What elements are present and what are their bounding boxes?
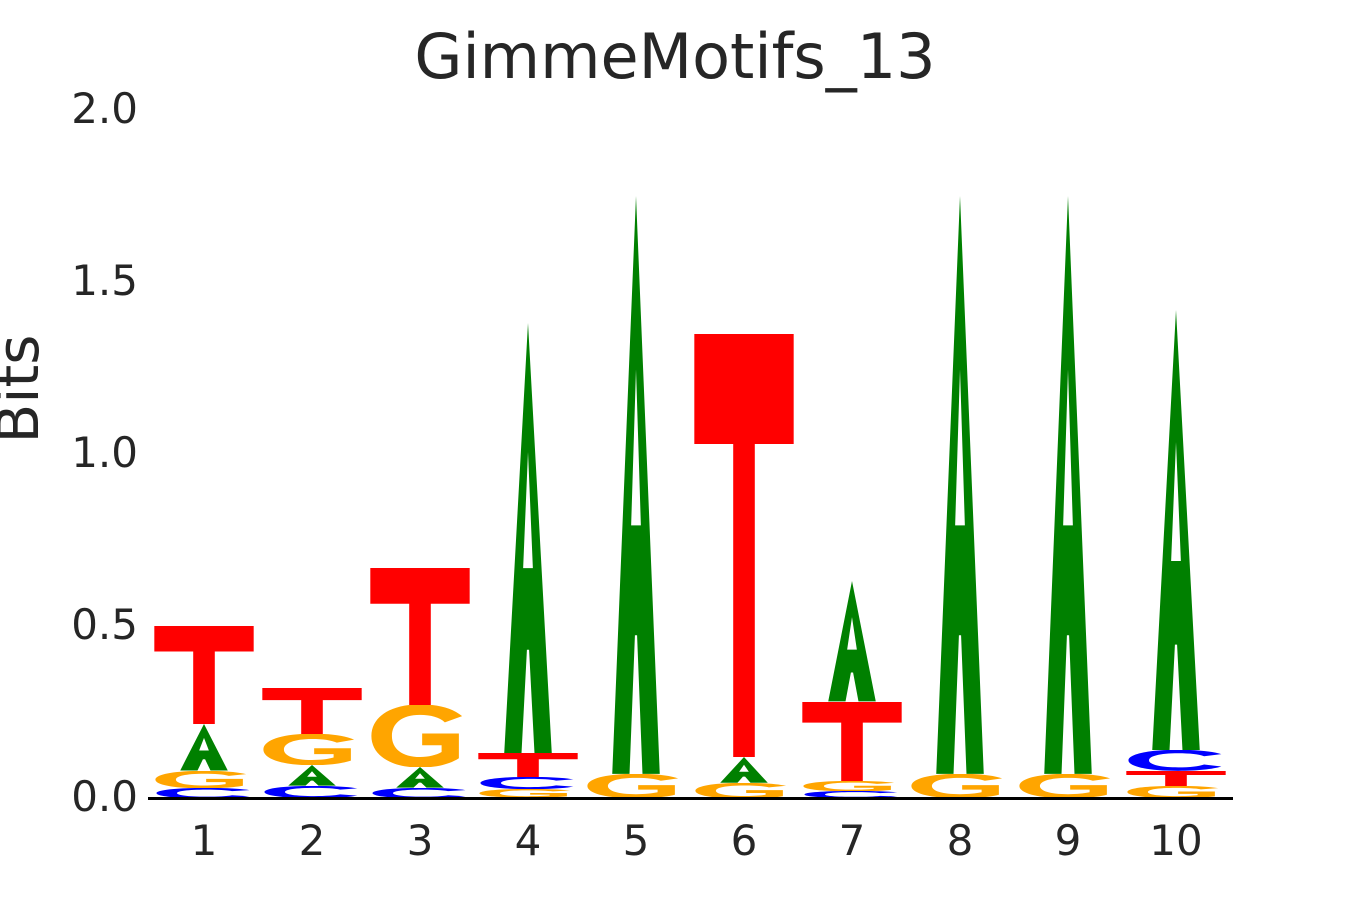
- x-tick-label: 2: [298, 816, 326, 865]
- logo-letter-a: [258, 765, 366, 786]
- y-tick-label: 1.0: [71, 428, 138, 477]
- logo-letter-g: [906, 773, 1014, 798]
- x-tick-label: 3: [406, 816, 434, 865]
- x-tick-label: 8: [946, 816, 974, 865]
- logo-letter-c: [474, 777, 582, 790]
- logo-stack-position-3: [366, 567, 474, 798]
- logo-letter-g: [1014, 773, 1122, 798]
- logo-letter-g: [150, 770, 258, 788]
- y-tick-label: 0.0: [71, 772, 138, 821]
- y-tick-label: 1.5: [71, 256, 138, 305]
- logo-letter-a: [366, 767, 474, 788]
- logo-stack-position-2: [258, 687, 366, 798]
- logo-stack-position-7: [798, 581, 906, 798]
- logo-plot-area: [150, 110, 1230, 798]
- x-axis-line: [148, 797, 1233, 800]
- logo-stack-position-8: [906, 196, 1014, 798]
- x-tick-label: 9: [1054, 816, 1082, 865]
- logo-letter-c: [1122, 749, 1230, 771]
- logo-stack-position-4: [474, 323, 582, 798]
- logo-letter-t: [366, 567, 474, 706]
- logo-letter-a: [906, 196, 1014, 774]
- logo-letter-a: [798, 581, 906, 702]
- logo-letter-t: [258, 687, 366, 735]
- logo-letter-a: [1122, 309, 1230, 750]
- x-tick-label: 4: [514, 816, 542, 865]
- logo-stack-position-10: [1122, 309, 1230, 798]
- x-tick-label: 5: [622, 816, 650, 865]
- logo-letter-t: [690, 333, 798, 757]
- x-tick-label: 10: [1149, 816, 1203, 865]
- y-tick-label: 2.0: [71, 84, 138, 133]
- logo-letter-a: [150, 724, 258, 771]
- logo-letter-a: [1014, 196, 1122, 774]
- logo-letter-c: [798, 791, 906, 798]
- logo-stack-position-5: [582, 196, 690, 798]
- y-tick-label: 0.5: [71, 600, 138, 649]
- logo-letter-c: [366, 787, 474, 798]
- logo-letter-g: [582, 773, 690, 798]
- logo-letter-t: [1122, 770, 1230, 786]
- logo-letter-t: [150, 626, 258, 725]
- logo-letter-a: [582, 196, 690, 774]
- logo-stack-position-6: [690, 333, 798, 798]
- logo-letter-g: [690, 782, 798, 798]
- logo-letter-g: [366, 705, 474, 768]
- logo-letter-t: [798, 701, 906, 781]
- x-tick-label: 1: [190, 816, 218, 865]
- logo-letter-a: [474, 323, 582, 754]
- logo-letter-c: [150, 787, 258, 798]
- logo-letter-a: [690, 756, 798, 783]
- logo-letter-g: [1122, 785, 1230, 798]
- logo-stack-position-9: [1014, 196, 1122, 798]
- logo-letter-c: [258, 785, 366, 798]
- x-tick-label: 6: [730, 816, 758, 865]
- logo-letter-g: [474, 789, 582, 798]
- x-tick-label: 7: [838, 816, 866, 865]
- logo-letter-g: [258, 734, 366, 766]
- logo-letter-t: [474, 753, 582, 778]
- logo-letter-g: [798, 780, 906, 792]
- logo-stack-position-1: [150, 626, 258, 798]
- page-title: GimmeMotifs_13: [414, 20, 936, 93]
